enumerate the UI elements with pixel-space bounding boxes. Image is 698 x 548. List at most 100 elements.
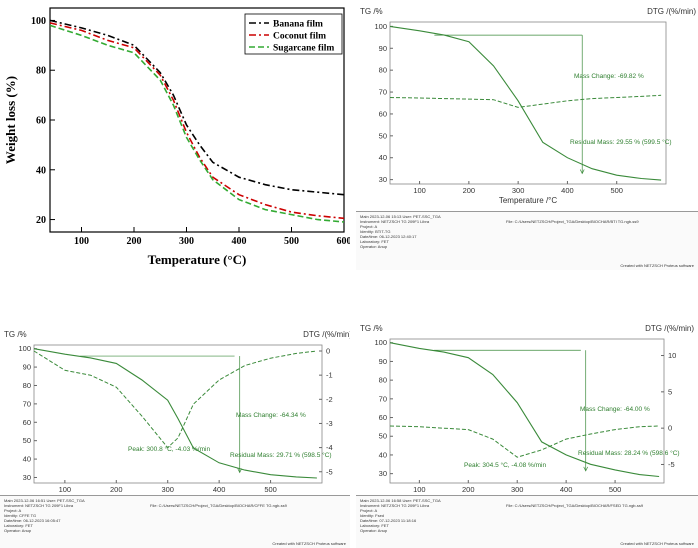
y-tick-label: 70	[23, 399, 31, 408]
y2-tick-label: 0	[326, 347, 330, 356]
y-tick-label: 60	[379, 109, 387, 118]
x-tick-label: 100	[74, 236, 89, 247]
x-tick-label: 200	[110, 485, 123, 494]
footer-laboratory: Laboratory: FET	[360, 523, 389, 528]
footer-instrument: Instrument: NETZSCH TG 209F1 Libra	[360, 503, 430, 508]
x-tick-label: 300	[179, 236, 194, 247]
x-tick-label: 400	[213, 485, 226, 494]
instrument-footer-1: Main 2023-12-06 15:13 User: PET-SSC_TGA …	[356, 211, 698, 270]
x-tick-label: 400	[560, 485, 573, 494]
series-line	[49, 24, 345, 223]
x-tick-label: 300	[161, 485, 174, 494]
x-axis-label: Temperature (°C)	[148, 252, 247, 267]
footer-project: Project: A	[4, 508, 22, 513]
panel-tga-2: TG /% DTG /(%/min) 100 200 300 400 500 30 40 50 60…	[0, 305, 350, 548]
footer-file: File: C:/Users/NETZSCH/Project_TGA/Deskt…	[150, 503, 287, 508]
legend-box	[244, 13, 343, 55]
y-tick-label: 30	[379, 175, 387, 184]
footer-datetime: Date/time: 06-12-2023 12:40:17	[360, 234, 417, 239]
y-tick-label: 80	[23, 381, 31, 390]
mass-change-annotation: Mass Change: -64.34 %	[236, 412, 306, 419]
footer-identity: Identity: BTIT-TG	[360, 229, 391, 234]
y2-tick-label: -1	[326, 371, 333, 380]
footer-datetime: Date/time: 07-12-2023 11:18:16	[360, 518, 417, 523]
tga-chart-1: TG /% DTG /(%/min) 100 200 300 400 500 30 40 50 60…	[360, 7, 696, 205]
x-axis-label: Temperature /°C	[499, 196, 558, 205]
footer-laboratory: Laboratory: FET	[4, 523, 33, 528]
x-tick-label: 500	[264, 485, 277, 494]
legend-entry: Sugarcane film	[273, 44, 334, 54]
right-axis-title: DTG /(%/min)	[645, 324, 694, 333]
arrow-head	[237, 468, 243, 474]
y2-tick-label: 10	[668, 351, 676, 360]
y-tick-label: 80	[379, 66, 387, 75]
mass-change-annotation: Mass Change: -64.00 %	[580, 406, 650, 413]
y-tick-label: 100	[18, 344, 31, 353]
x-tick-label: 100	[59, 485, 72, 494]
footer-laboratory: Laboratory: FET	[360, 239, 389, 244]
x-tick-label: 200	[463, 186, 476, 195]
residual-mass-annotation: Residual Mass: 28.24 % (598.6 °C)	[578, 449, 680, 457]
x-tick-label: 500	[610, 186, 623, 195]
x-tick-label: 300	[512, 186, 525, 195]
weight-loss-chart: 100 200 300 400 500 600 20 40 60 80 100 Temperature…	[3, 7, 351, 267]
series-line	[49, 22, 345, 220]
y-tick-label: 60	[23, 418, 31, 427]
y2-tick-label: -4	[326, 443, 333, 452]
right-axis-title: DTG /(%/min)	[647, 7, 696, 16]
x-tick-label: 600	[337, 236, 351, 247]
y-tick-label: 30	[23, 473, 31, 482]
y-tick-label: 20	[36, 215, 46, 226]
arrow-head	[579, 169, 585, 175]
footer-identity: Identity: Fsed	[360, 513, 385, 518]
footer-file: File: C:/Users/NETZSCH/Project_TGA/Deskt…	[506, 219, 639, 224]
y-tick-label: 80	[379, 376, 387, 385]
peak-annotation: Peak: 304.5 °C, -4.08 %/min	[464, 461, 546, 469]
y2-tick-label: 0	[668, 424, 672, 433]
plot-frame	[389, 338, 665, 484]
tg-curve	[389, 342, 660, 478]
x-tick-label: 400	[232, 236, 247, 247]
footer-date: Main 2023-12-06 16:58 User: PET-SSC_TGA	[360, 498, 441, 503]
x-tick-label: 200	[127, 236, 142, 247]
dtg-curve	[33, 350, 317, 449]
panel-tga-1: TG /% DTG /(%/min) 100 200 300 400 500 30 40 50 60…	[356, 0, 698, 270]
left-axis-title: TG /%	[4, 330, 27, 339]
footer-file: File: C:/Users/NETZSCH/Project_TGA/Deskt…	[506, 503, 644, 508]
x-tick-label: 100	[413, 186, 426, 195]
instrument-footer-2: Main 2023-12-06 16:51 User: PET-SSC_TGA …	[0, 495, 350, 548]
residual-mass-annotation: Residual Mass: 29.55 % (599.5 °C)	[570, 138, 672, 146]
y2-tick-label: -5	[326, 467, 333, 476]
footer-date: Main 2023-12-06 15:13 User: PET-SSC_TGA	[360, 214, 441, 219]
y-tick-label: 60	[379, 413, 387, 422]
tg-curve	[389, 25, 662, 181]
x-tick-label: 400	[561, 186, 574, 195]
y-tick-label: 30	[379, 469, 387, 478]
dtg-curve	[389, 425, 660, 458]
plot-frame	[33, 344, 323, 484]
footer-identity: Identity: CFFE TG	[4, 513, 37, 518]
left-axis-title: TG /%	[360, 7, 383, 16]
y-axis-label: Weight loss (%)	[3, 76, 18, 164]
x-tick-label: 200	[462, 485, 475, 494]
right-axis-title: DTG /(%/min)	[303, 330, 350, 339]
plot-frame	[389, 21, 667, 185]
y-tick-label: 40	[379, 450, 387, 459]
footer-created: Created with NETZSCH Proteus software	[620, 263, 694, 268]
y-tick-label: 70	[379, 394, 387, 403]
y-tick-label: 90	[379, 357, 387, 366]
footer-operator: Operator: Anup	[4, 528, 32, 533]
x-tick-label: 500	[284, 236, 299, 247]
y-tick-label: 90	[23, 363, 31, 372]
footer-created: Created with NETZSCH Proteus software	[620, 541, 694, 546]
y-tick-label: 90	[379, 44, 387, 53]
y-tick-label: 50	[23, 436, 31, 445]
y-tick-label: 40	[23, 455, 31, 464]
panel-weight-loss-comparison: 100 200 300 400 500 600 20 40 60 80 100 Temperature…	[0, 0, 350, 270]
legend-entry: Coconut film	[273, 32, 326, 42]
peak-annotation: Peak: 300.8 °C, -4.03 %/min	[128, 445, 210, 453]
footer-project: Project: A	[360, 224, 378, 229]
footer-operator: Operator: Anup	[360, 528, 388, 533]
arrow-head	[583, 466, 589, 472]
y2-tick-label: 5	[668, 387, 672, 396]
